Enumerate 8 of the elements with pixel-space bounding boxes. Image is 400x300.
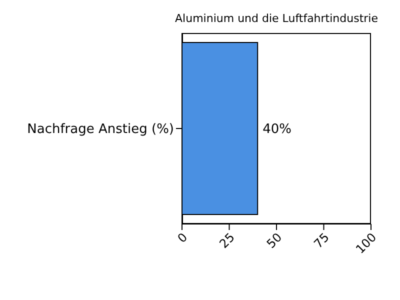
x-tick-label: 0 (174, 230, 190, 246)
data-label: 40% (262, 122, 292, 138)
x-tick-label: 75 (311, 230, 332, 251)
x-tick-label: 100 (353, 230, 380, 256)
x-tick-label: 50 (264, 230, 285, 251)
y-tick-label: Nachfrage Anstieg (%) (27, 122, 174, 138)
chart-title: Aluminium und die Luftfahrtindustrie (175, 12, 378, 25)
x-tick-label: 25 (216, 230, 238, 251)
